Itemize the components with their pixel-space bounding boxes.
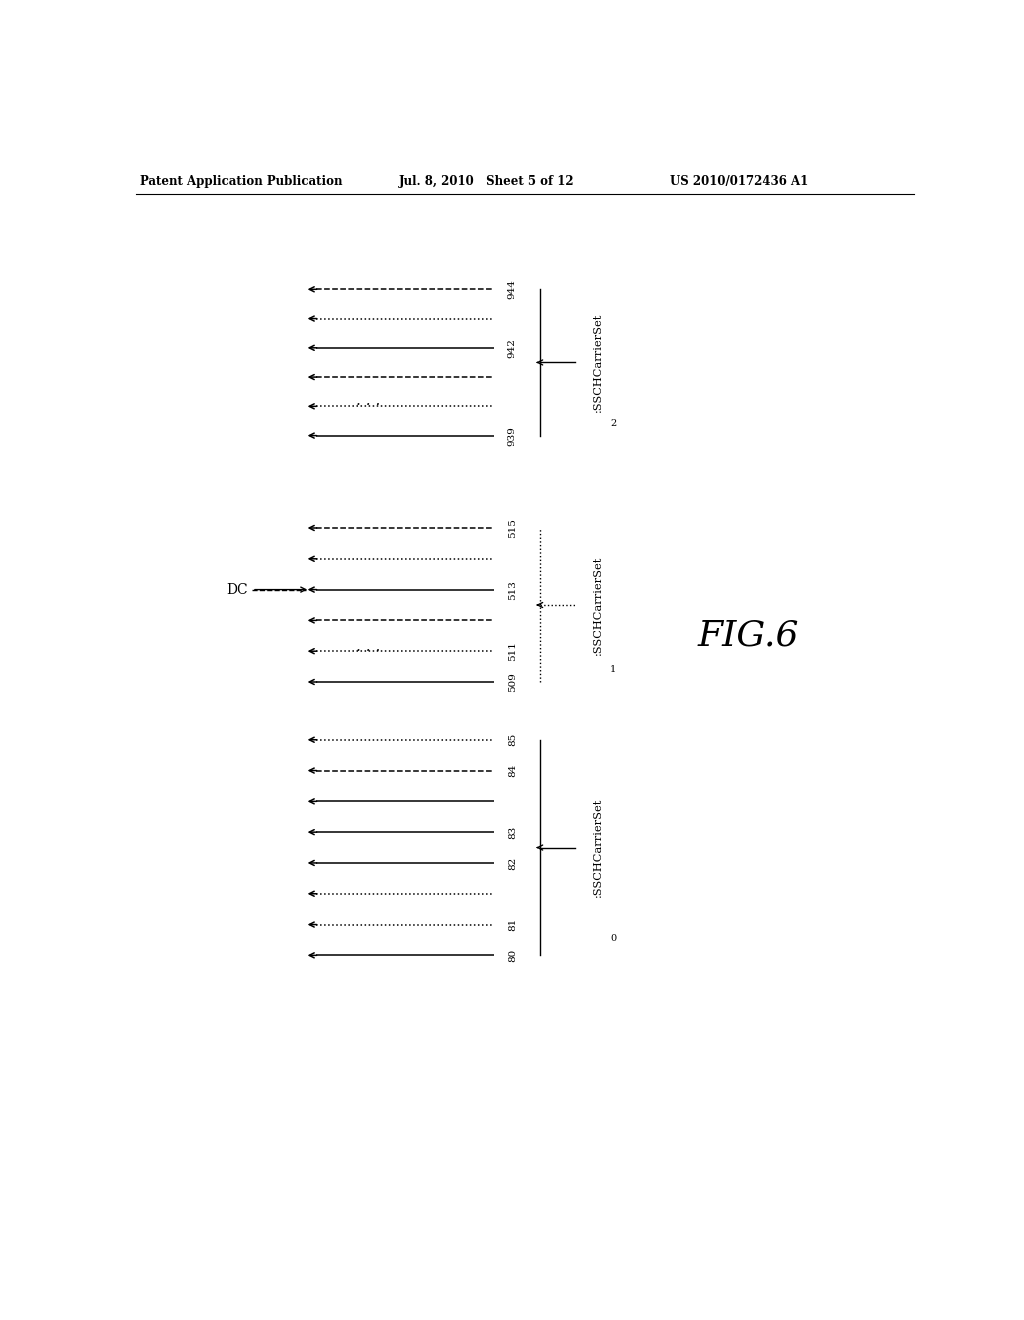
Text: DC: DC [226, 582, 248, 597]
Text: 85: 85 [508, 733, 517, 746]
Text: US 2010/0172436 A1: US 2010/0172436 A1 [671, 176, 809, 189]
Text: 80: 80 [508, 949, 517, 962]
Text: 81: 81 [508, 917, 517, 931]
Text: 513: 513 [508, 579, 517, 599]
Text: 942: 942 [508, 338, 517, 358]
Text: 509: 509 [508, 672, 517, 692]
Text: 515: 515 [508, 517, 517, 539]
Text: Jul. 8, 2010   Sheet 5 of 12: Jul. 8, 2010 Sheet 5 of 12 [399, 176, 574, 189]
Text: 2: 2 [610, 420, 616, 429]
Text: :SSCHCarrierSet: :SSCHCarrierSet [593, 313, 603, 412]
Text: . . .: . . . [356, 393, 381, 408]
Text: FIG.6: FIG.6 [697, 619, 799, 653]
Text: 511: 511 [508, 642, 517, 661]
Text: 0: 0 [610, 933, 616, 942]
Text: :SSCHCarrierSet: :SSCHCarrierSet [593, 797, 603, 898]
Text: . . .: . . . [356, 640, 381, 655]
Text: 84: 84 [508, 764, 517, 777]
Text: 939: 939 [508, 425, 517, 446]
Text: :SSCHCarrierSet: :SSCHCarrierSet [593, 556, 603, 655]
Text: Patent Application Publication: Patent Application Publication [139, 176, 342, 189]
Text: 1: 1 [610, 665, 616, 675]
Text: 83: 83 [508, 825, 517, 838]
Text: 82: 82 [508, 857, 517, 870]
Text: 944: 944 [508, 280, 517, 300]
